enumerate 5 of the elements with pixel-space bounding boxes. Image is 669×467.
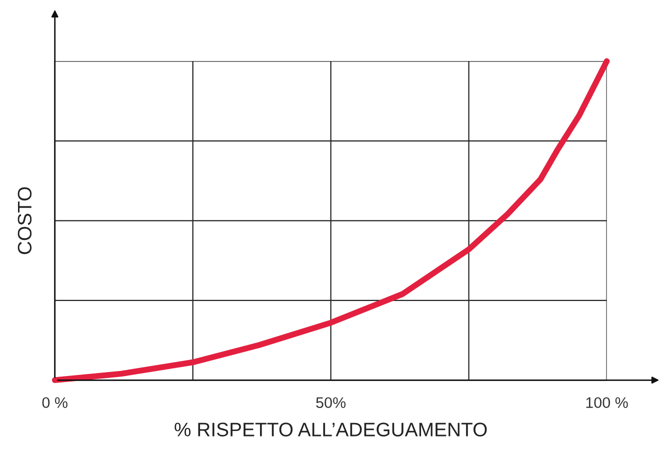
y-axis-title: COSTO <box>18 187 32 254</box>
x-tick-label: 0 % <box>42 397 68 408</box>
x-tick-label: 100 % <box>586 397 628 408</box>
x-tick-label: 50% <box>316 397 346 408</box>
x-axis-title: % RISPETTO ALL’ADEGUAMENTO <box>174 422 487 436</box>
